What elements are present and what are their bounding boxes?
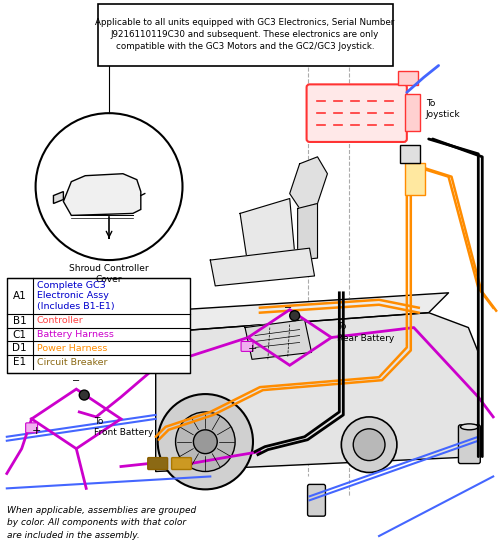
FancyBboxPatch shape [7,278,190,373]
Text: Applicable to all units equipped with GC3 Electronics, Serial Number
J9216110119: Applicable to all units equipped with GC… [96,18,395,52]
Polygon shape [54,192,64,203]
Circle shape [158,394,253,489]
FancyBboxPatch shape [405,163,424,195]
FancyBboxPatch shape [241,341,253,351]
FancyBboxPatch shape [98,4,393,66]
FancyBboxPatch shape [400,145,419,163]
Text: When applicable, assemblies are grouped
by color. All components with that color: When applicable, assemblies are grouped … [7,506,196,540]
Text: A1: A1 [13,291,26,301]
FancyBboxPatch shape [26,423,38,433]
Ellipse shape [460,424,478,430]
Text: −: − [72,376,80,386]
FancyBboxPatch shape [308,484,326,516]
Circle shape [176,412,235,471]
Text: Power Harness: Power Harness [36,344,107,353]
Polygon shape [290,157,328,208]
Text: Battery Harness: Battery Harness [36,330,114,339]
Polygon shape [156,313,478,471]
FancyBboxPatch shape [398,71,418,85]
Text: +: + [248,344,256,355]
Circle shape [353,429,385,460]
Text: D1: D1 [12,344,27,353]
Text: Controller: Controller [36,316,84,325]
Circle shape [194,430,217,454]
FancyBboxPatch shape [148,458,168,470]
Circle shape [36,113,182,260]
Circle shape [342,417,397,472]
Polygon shape [298,203,318,260]
Polygon shape [156,293,449,333]
Text: Circuit Breaker: Circuit Breaker [36,358,107,367]
Text: To
Rear Battery: To Rear Battery [338,322,394,342]
Text: B1: B1 [13,316,26,326]
Text: −: − [284,302,292,313]
Text: Complete GC3
Electronic Assy
(Includes B1-E1): Complete GC3 Electronic Assy (Includes B… [36,281,114,311]
Circle shape [80,390,89,400]
Text: To
Joystick: To Joystick [426,99,460,119]
Text: Shroud Controller
Cover: Shroud Controller Cover [69,264,149,284]
FancyBboxPatch shape [405,94,419,131]
Text: E1: E1 [13,357,26,367]
FancyBboxPatch shape [306,84,407,142]
Text: C1: C1 [12,329,26,340]
Polygon shape [240,198,294,266]
FancyBboxPatch shape [172,458,192,470]
Polygon shape [64,174,141,215]
Circle shape [290,311,300,321]
FancyBboxPatch shape [458,425,480,464]
Text: +: + [32,426,42,436]
Polygon shape [245,319,312,359]
Polygon shape [210,248,314,286]
Text: To
Front Battery: To Front Battery [94,417,154,437]
